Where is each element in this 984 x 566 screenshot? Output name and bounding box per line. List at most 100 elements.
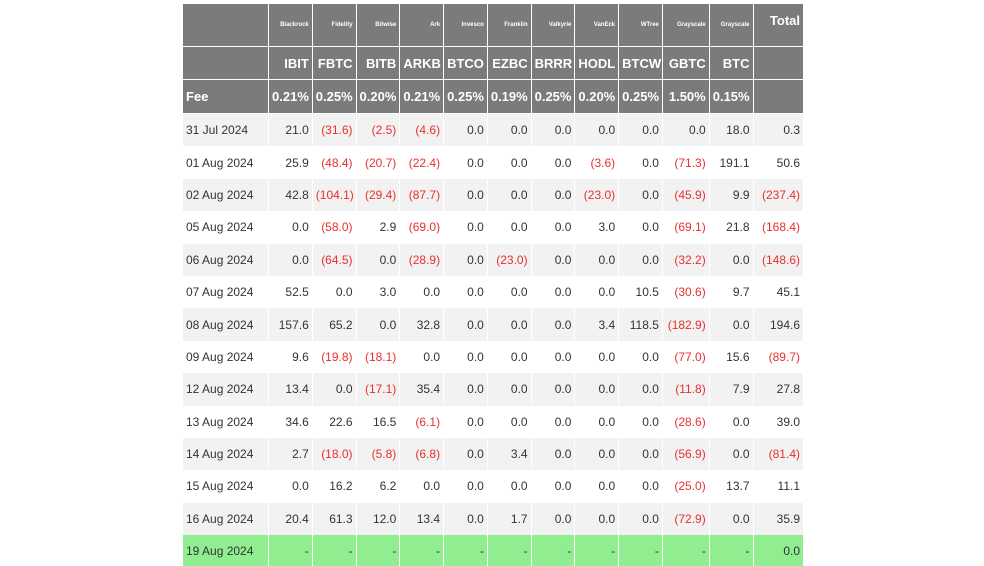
flow-cell-hodl: 3.0 (575, 211, 619, 243)
flow-cell-bitb: - (356, 535, 400, 566)
flow-cell-brrr: 0.0 (531, 470, 575, 502)
issuer-header-btcw: WTree (619, 4, 663, 47)
flow-cell-brrr: 0.0 (531, 179, 575, 211)
flow-cell-btco: 0.0 (444, 146, 488, 178)
flow-cell-brrr: 0.0 (531, 503, 575, 535)
row-date: 06 Aug 2024 (183, 244, 269, 276)
flow-cell-arkb: (69.0) (400, 211, 444, 243)
flow-cell-fbtc: (104.1) (312, 179, 356, 211)
fee-value-btcw: 0.25% (619, 80, 663, 114)
flow-cell-gbtc: (56.9) (662, 438, 709, 470)
flow-cell-hodl: 0.0 (575, 114, 619, 147)
flow-cell-hodl: 3.4 (575, 308, 619, 340)
flow-cell-hodl: 0.0 (575, 438, 619, 470)
flow-cell-bitb: 3.0 (356, 276, 400, 308)
flow-cell-btco: 0.0 (444, 114, 488, 147)
row-date: 31 Jul 2024 (183, 114, 269, 147)
row-total: (148.6) (753, 244, 803, 276)
flow-cell-hodl: (23.0) (575, 179, 619, 211)
flow-cell-bitb: 6.2 (356, 470, 400, 502)
row-date: 19 Aug 2024 (183, 535, 269, 566)
flow-cell-ezbc: 0.0 (487, 341, 531, 373)
flow-cell-brrr: 0.0 (531, 308, 575, 340)
flow-cell-brrr: 0.0 (531, 244, 575, 276)
flow-cell-btco: 0.0 (444, 276, 488, 308)
flow-cell-brrr: 0.0 (531, 146, 575, 178)
row-total: 50.6 (753, 146, 803, 178)
flow-cell-ibit: 2.7 (269, 438, 313, 470)
flow-cell-btc: 15.6 (709, 341, 753, 373)
issuer-header-bitb: Bitwise (356, 4, 400, 47)
flow-cell-hodl: 0.0 (575, 406, 619, 438)
row-total: (89.7) (753, 341, 803, 373)
flow-cell-arkb: (6.8) (400, 438, 444, 470)
flow-cell-btco: 0.0 (444, 211, 488, 243)
flow-cell-hodl: 0.0 (575, 276, 619, 308)
flow-cell-btc: 191.1 (709, 146, 753, 178)
flow-cell-ezbc: - (487, 535, 531, 566)
row-total: 11.1 (753, 470, 803, 502)
flow-cell-fbtc: - (312, 535, 356, 566)
ticker-header-total-blank (753, 47, 803, 80)
flow-cell-arkb: (87.7) (400, 179, 444, 211)
flow-cell-fbtc: 65.2 (312, 308, 356, 340)
fee-value-bitb: 0.20% (356, 80, 400, 114)
row-date: 15 Aug 2024 (183, 470, 269, 502)
row-date: 07 Aug 2024 (183, 276, 269, 308)
ticker-header-arkb: ARKB (400, 47, 444, 80)
row-date: 14 Aug 2024 (183, 438, 269, 470)
issuer-header-btco: Invesco (444, 4, 488, 47)
flow-cell-ezbc: 1.7 (487, 503, 531, 535)
flow-cell-btco: 0.0 (444, 179, 488, 211)
flow-cell-ezbc: 0.0 (487, 179, 531, 211)
flow-cell-fbtc: (64.5) (312, 244, 356, 276)
flow-cell-btc: 0.0 (709, 308, 753, 340)
flow-cell-ibit: 13.4 (269, 373, 313, 405)
ticker-header-brrr: BRRR (531, 47, 575, 80)
flow-cell-gbtc: (45.9) (662, 179, 709, 211)
flow-cell-ibit: 21.0 (269, 114, 313, 147)
row-date: 01 Aug 2024 (183, 146, 269, 178)
flow-cell-fbtc: 0.0 (312, 373, 356, 405)
flow-cell-arkb: 0.0 (400, 276, 444, 308)
ticker-header-ezbc: EZBC (487, 47, 531, 80)
flow-cell-hodl: 0.0 (575, 244, 619, 276)
flow-cell-hodl: 0.0 (575, 341, 619, 373)
ticker-header-fbtc: FBTC (312, 47, 356, 80)
flow-cell-gbtc: (30.6) (662, 276, 709, 308)
flow-cell-btc: 9.9 (709, 179, 753, 211)
flow-cell-hodl: 0.0 (575, 503, 619, 535)
fee-value-btco: 0.25% (444, 80, 488, 114)
flow-cell-btco: 0.0 (444, 341, 488, 373)
ticker-header-hodl: HODL (575, 47, 619, 80)
issuer-header-arkb: Ark (400, 4, 444, 47)
issuer-header-hodl: VanEck (575, 4, 619, 47)
ticker-header-bitb: BITB (356, 47, 400, 80)
flow-cell-ezbc: 0.0 (487, 470, 531, 502)
flow-cell-btc: 0.0 (709, 406, 753, 438)
issuer-header-ibit: Blackrock (269, 4, 313, 47)
ticker-header-btc: BTC (709, 47, 753, 80)
flow-cell-btc: 0.0 (709, 503, 753, 535)
flow-cell-gbtc: - (662, 535, 709, 566)
row-total: (168.4) (753, 211, 803, 243)
flow-cell-hodl: 0.0 (575, 373, 619, 405)
flow-cell-arkb: (6.1) (400, 406, 444, 438)
flow-cell-btcw: 0.0 (619, 211, 663, 243)
flow-cell-btcw: 0.0 (619, 244, 663, 276)
flow-cell-brrr: 0.0 (531, 114, 575, 147)
flow-cell-arkb: (28.9) (400, 244, 444, 276)
flow-cell-btcw: - (619, 535, 663, 566)
flow-cell-gbtc: (69.1) (662, 211, 709, 243)
flow-cell-ibit: - (269, 535, 313, 566)
flow-cell-ibit: 20.4 (269, 503, 313, 535)
flow-cell-bitb: (18.1) (356, 341, 400, 373)
flow-cell-btcw: 0.0 (619, 146, 663, 178)
fee-value-ezbc: 0.19% (487, 80, 531, 114)
